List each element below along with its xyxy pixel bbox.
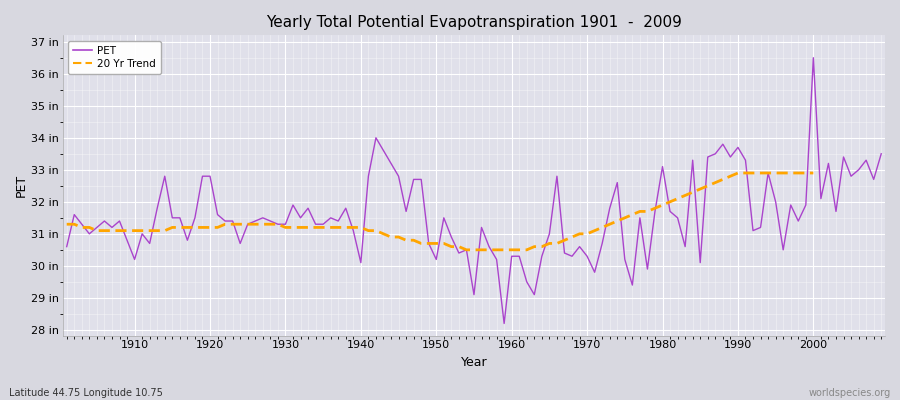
Legend: PET, 20 Yr Trend: PET, 20 Yr Trend [68, 40, 161, 74]
Y-axis label: PET: PET [15, 174, 28, 197]
Title: Yearly Total Potential Evapotranspiration 1901  -  2009: Yearly Total Potential Evapotranspiratio… [266, 15, 682, 30]
X-axis label: Year: Year [461, 356, 487, 369]
Text: worldspecies.org: worldspecies.org [809, 388, 891, 398]
Text: Latitude 44.75 Longitude 10.75: Latitude 44.75 Longitude 10.75 [9, 388, 163, 398]
